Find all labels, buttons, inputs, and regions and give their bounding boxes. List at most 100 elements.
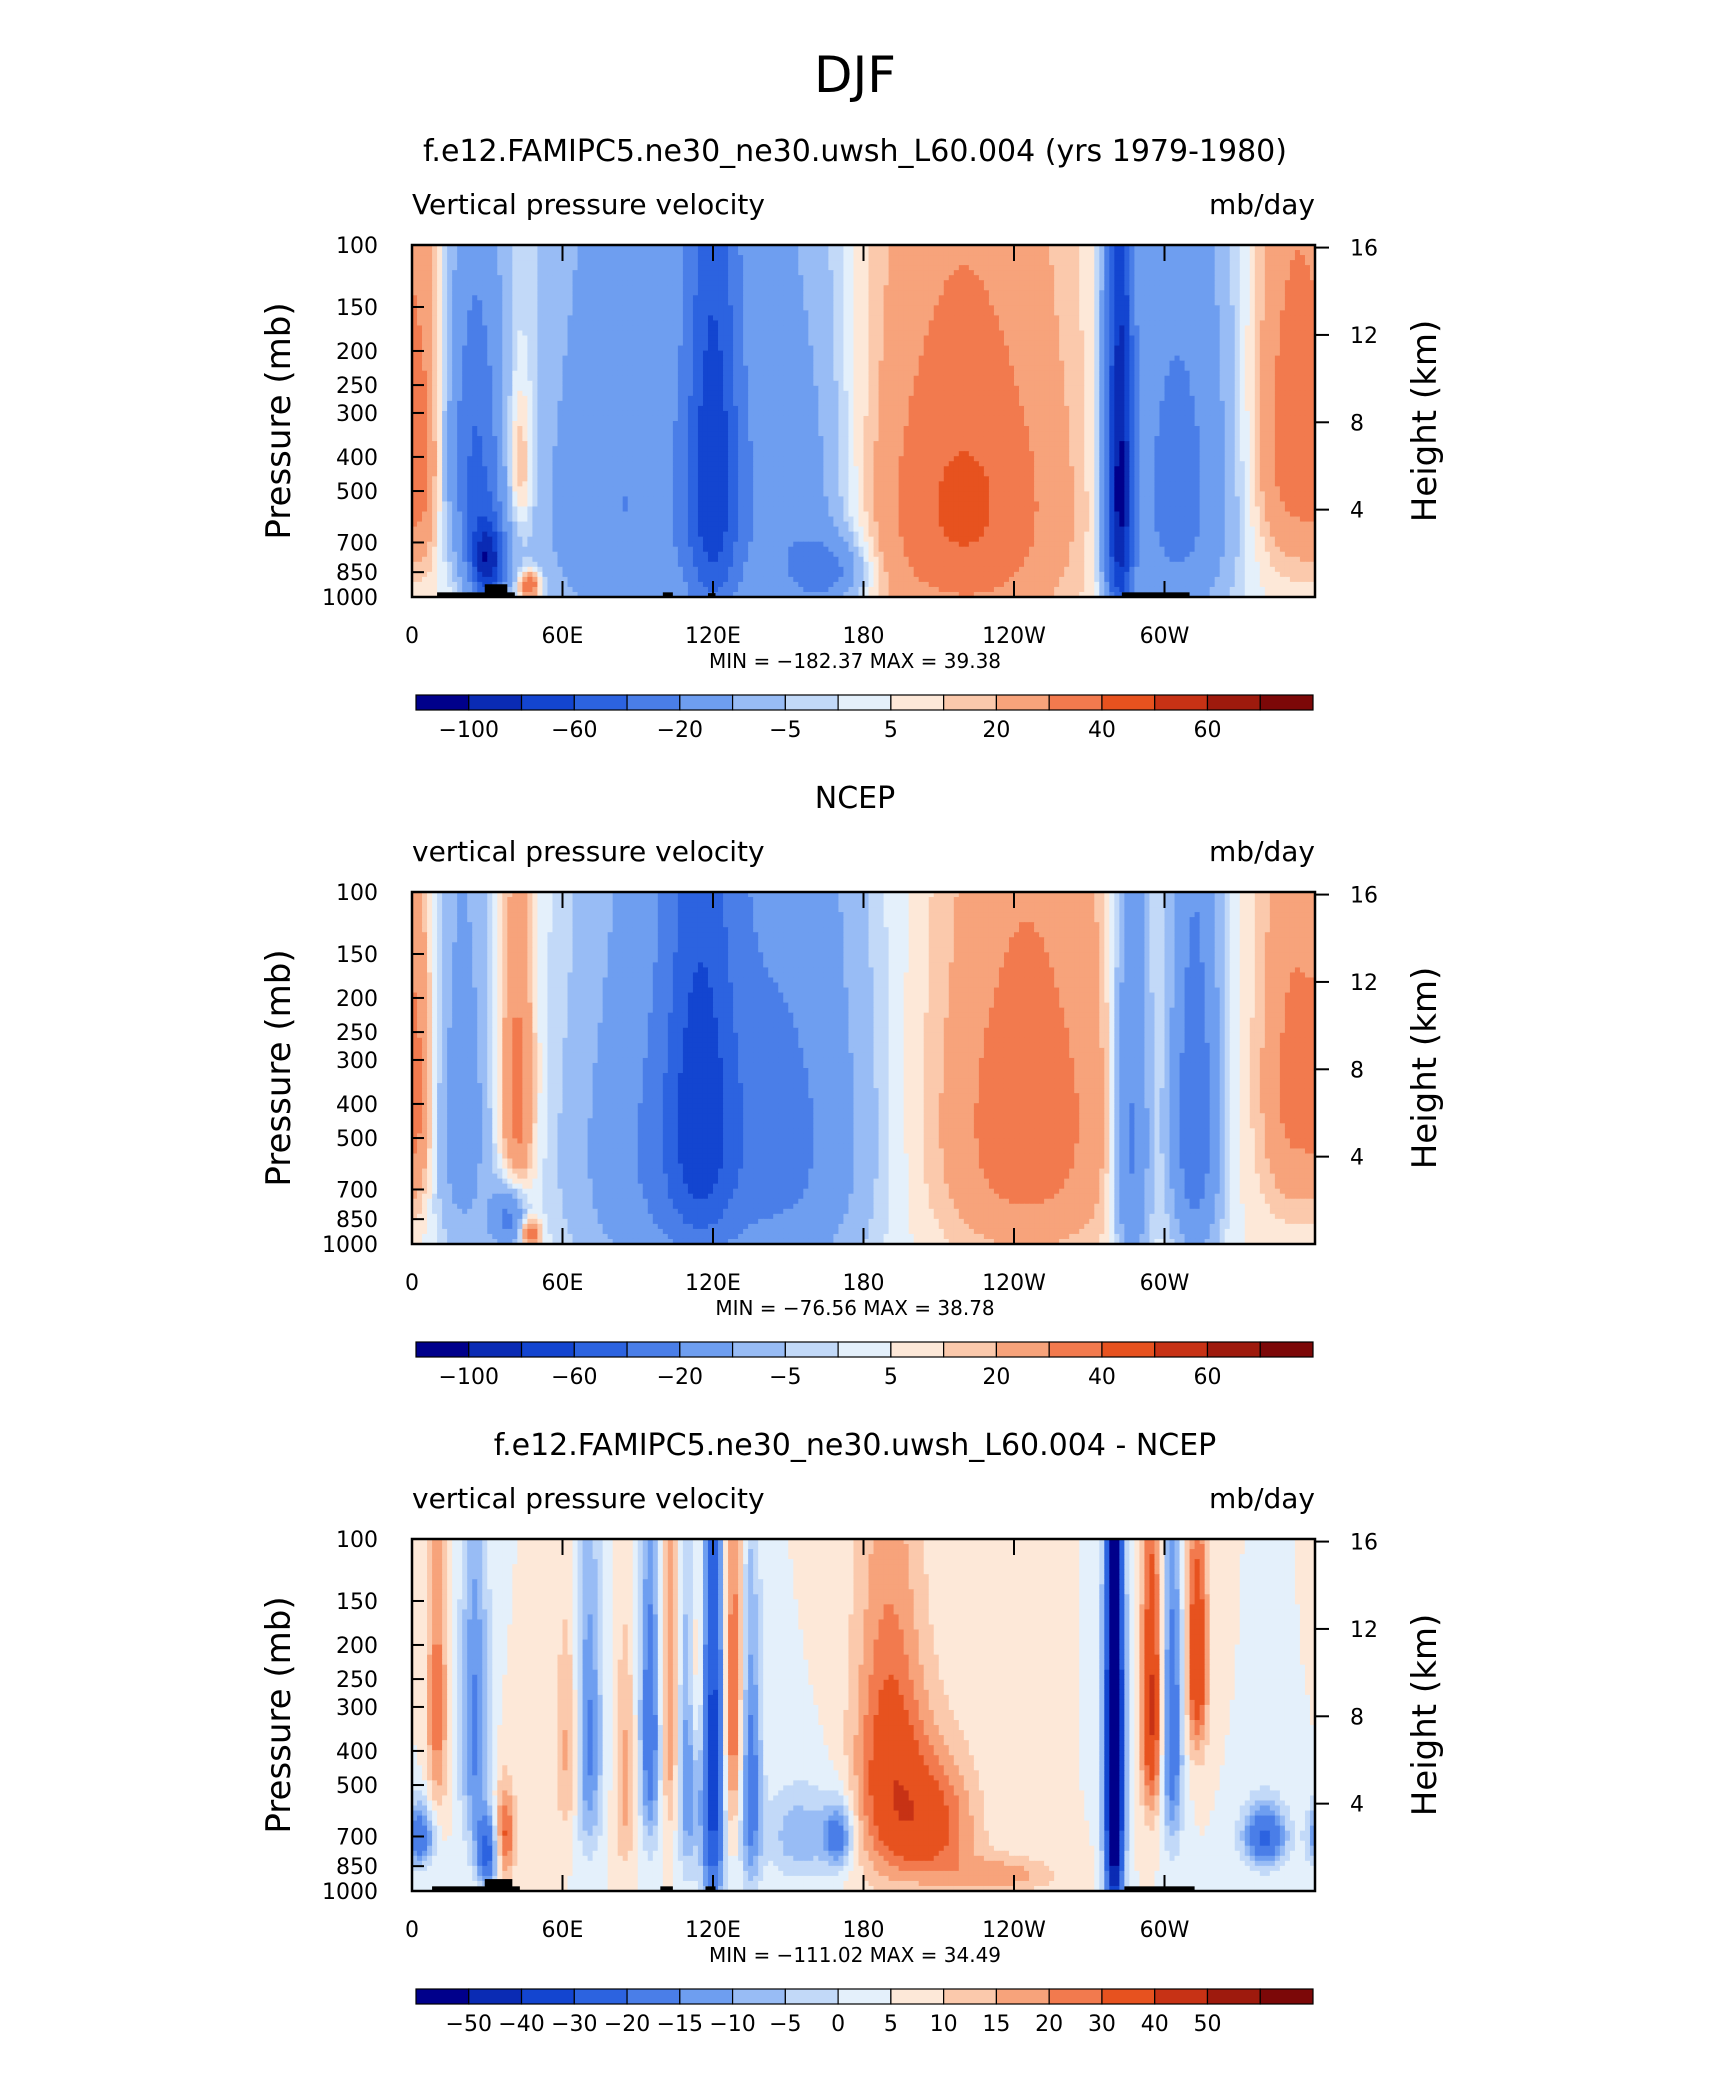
contour-cell — [607, 360, 614, 367]
contour-cell — [1134, 270, 1141, 276]
contour-cell — [582, 245, 589, 251]
contour-cell — [1014, 320, 1020, 327]
contour-cell — [833, 340, 840, 347]
contour-cell — [662, 290, 669, 296]
contour-cell — [728, 310, 734, 316]
contour-cell — [702, 365, 709, 372]
contour-cell — [1099, 250, 1105, 256]
contour-cell — [602, 265, 609, 271]
contour-cell — [522, 365, 528, 372]
contour-cell — [1264, 345, 1271, 352]
contour-cell — [1304, 300, 1311, 306]
contour-cell — [783, 350, 789, 357]
contour-cell — [692, 275, 699, 281]
contour-cell — [873, 315, 880, 322]
contour-cell — [1094, 250, 1100, 256]
contour-cell — [788, 285, 794, 291]
contour-cell — [447, 350, 453, 357]
contour-cell — [973, 330, 980, 337]
contour-cell — [923, 375, 930, 382]
contour-cell — [873, 265, 880, 271]
contour-cell — [1154, 295, 1161, 301]
contour-cell — [763, 330, 769, 337]
contour-cell — [1259, 245, 1266, 251]
contour-cell — [1044, 320, 1050, 327]
contour-cell — [457, 245, 463, 251]
contour-cell — [647, 345, 654, 352]
contour-cell — [662, 350, 669, 357]
contour-cell — [1269, 315, 1276, 322]
contour-cell — [1079, 340, 1085, 347]
contour-cell — [1154, 305, 1161, 311]
contour-cell — [1304, 285, 1311, 291]
contour-cell — [487, 320, 493, 327]
contour-cell — [542, 305, 549, 311]
contour-cell — [968, 250, 975, 256]
contour-cell — [677, 335, 684, 342]
contour-cell — [507, 285, 513, 291]
contour-cell — [793, 250, 799, 256]
contour-cell — [442, 245, 448, 251]
contour-cell — [707, 280, 714, 286]
contour-cell — [758, 320, 764, 327]
contour-cell — [537, 315, 544, 322]
contour-cell — [1179, 320, 1186, 327]
contour-cell — [502, 260, 508, 266]
contour-cell — [1169, 345, 1176, 352]
contour-cell — [928, 375, 935, 382]
contour-cell — [522, 380, 528, 387]
contour-cell — [572, 375, 579, 382]
contour-cell — [447, 360, 453, 367]
contour-cell — [427, 310, 433, 316]
contour-cell — [898, 255, 905, 261]
contour-cell — [1008, 290, 1015, 296]
contour-cell — [888, 325, 895, 332]
contour-cell — [622, 280, 629, 286]
contour-cell — [988, 310, 995, 316]
contour-cell — [948, 270, 955, 276]
contour-cell — [1149, 350, 1156, 357]
contour-cell — [1139, 345, 1146, 352]
contour-cell — [963, 370, 970, 377]
contour-cell — [592, 290, 599, 296]
contour-cell — [627, 245, 634, 251]
contour-cell — [692, 370, 699, 377]
contour-cell — [1044, 340, 1050, 347]
contour-cell — [893, 260, 900, 266]
contour-cell — [1214, 365, 1221, 372]
contour-cell — [422, 285, 428, 291]
contour-cell — [582, 265, 589, 271]
contour-cell — [753, 310, 759, 316]
contour-cell — [617, 335, 624, 342]
contour-cell — [1094, 350, 1100, 357]
contour-cell — [728, 295, 734, 301]
contour-cell — [1114, 250, 1120, 256]
contour-cell — [813, 335, 819, 342]
contour-cell — [873, 305, 880, 311]
contour-cell — [607, 350, 614, 357]
contour-cell — [1034, 340, 1040, 347]
contour-cell — [1199, 325, 1206, 332]
contour-cell — [723, 345, 729, 352]
contour-cell — [582, 270, 589, 276]
contour-cell — [1144, 335, 1151, 342]
contour-cell — [537, 285, 544, 291]
contour-cell — [557, 305, 564, 311]
contour-cell — [823, 365, 829, 372]
contour-cell — [587, 270, 594, 276]
contour-cell — [858, 280, 865, 286]
contour-cell — [978, 270, 985, 276]
contour-cell — [502, 360, 508, 367]
contour-cell — [898, 330, 905, 337]
contour-cell — [1229, 295, 1236, 301]
contour-cell — [567, 380, 574, 387]
contour-cell — [1239, 350, 1246, 357]
contour-cell — [472, 360, 478, 367]
contour-cell — [858, 315, 865, 322]
contour-cell — [993, 245, 1000, 251]
contour-cell — [988, 255, 995, 261]
contour-cell — [482, 260, 488, 266]
contour-cell — [918, 380, 925, 387]
contour-cell — [707, 310, 714, 316]
contour-cell — [1119, 315, 1125, 322]
